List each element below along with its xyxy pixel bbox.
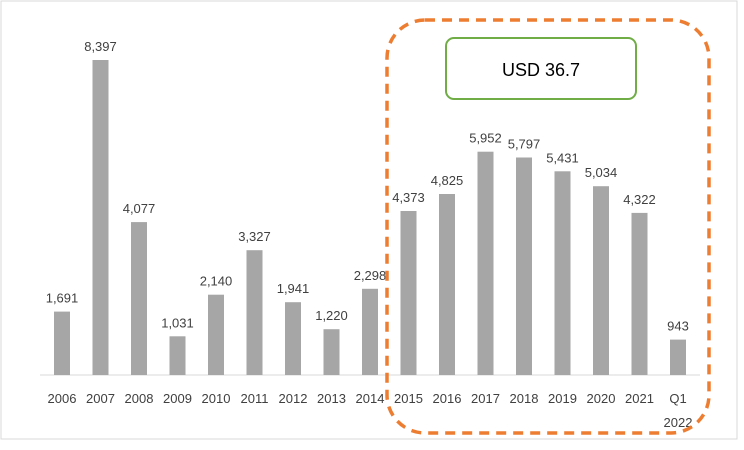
bar-2019 — [554, 171, 571, 375]
bar-2020 — [593, 186, 609, 375]
value-label-2014: 2,298 — [354, 268, 387, 283]
x-tick-label-2011: 2011 — [241, 391, 269, 406]
x-tick-label-2017: 2017 — [471, 391, 500, 406]
x-tick-label-2014: 2014 — [356, 391, 385, 406]
bar-2018 — [516, 157, 532, 375]
value-label-2019: 5,431 — [546, 150, 579, 165]
value-labels-layer: 1,691 8,397 4,077 1,031 2,140 3,327 1,941 1,220… — [46, 39, 689, 334]
x-tick-label-2020: 2020 — [587, 391, 616, 406]
bar-2014 — [362, 288, 378, 375]
x-tick-label-2008: 2008 — [125, 391, 154, 406]
value-label-2012: 1,941 — [277, 281, 310, 296]
bar-2016 — [439, 194, 455, 375]
x-tick-label-2015: 2015 — [394, 391, 423, 406]
x-tick-label-2019: 2019 — [548, 391, 577, 406]
bar-2015 — [400, 211, 417, 375]
x-tick-label-2010: 2010 — [202, 391, 231, 406]
value-label-2016: 4,825 — [431, 173, 464, 188]
bar-q1-2022 — [670, 339, 686, 375]
chart-border — [0, 0, 738, 440]
x-tick-label-2007: 2007 — [86, 391, 115, 406]
bars-layer — [54, 60, 686, 375]
value-label-2015: 4,373 — [392, 190, 425, 205]
x-tick-label-q1-2022: Q1 2022 — [664, 391, 693, 430]
bar-2008 — [131, 222, 147, 375]
bar-2017 — [477, 151, 494, 375]
bar-2006 — [54, 311, 70, 375]
bar-2010 — [208, 294, 224, 375]
x-tick-label-2006: 2006 — [48, 391, 77, 406]
bar-2007 — [92, 60, 109, 375]
value-label-2010: 2,140 — [200, 274, 233, 289]
value-label-2008: 4,077 — [123, 201, 156, 216]
value-label-2006: 1,691 — [46, 291, 79, 306]
bar-2011 — [246, 250, 263, 375]
value-label-q1-2022: 943 — [667, 319, 689, 334]
x-tick-label-2013: 2013 — [317, 391, 346, 406]
x-tick-label-2018: 2018 — [510, 391, 539, 406]
bar-2012 — [285, 302, 301, 375]
value-label-2013: 1,220 — [315, 308, 348, 323]
value-label-2017: 5,952 — [469, 131, 502, 146]
bar-2013 — [323, 329, 340, 375]
value-label-2007: 8,397 — [84, 39, 117, 54]
value-label-2009: 1,031 — [161, 315, 194, 330]
bar-2009 — [169, 336, 186, 375]
callout-text: USD 36.7 — [502, 60, 580, 80]
tick-labels-layer: 2006 2007 2008 2009 2010 2011 2012 2013 2014 2015… — [48, 391, 693, 430]
value-label-2021: 4,322 — [623, 192, 656, 207]
x-tick-label-2016: 2016 — [433, 391, 462, 406]
x-tick-label-2012: 2012 — [279, 391, 308, 406]
value-label-2020: 5,034 — [585, 165, 618, 180]
callout-box — [445, 37, 637, 100]
value-label-2011: 3,327 — [238, 229, 271, 244]
x-tick-label-2009: 2009 — [163, 391, 192, 406]
value-label-2018: 5,797 — [508, 137, 541, 152]
x-tick-label-2021: 2021 — [625, 391, 654, 406]
bar-2021 — [631, 212, 648, 375]
highlight-region-outline — [385, 18, 711, 435]
